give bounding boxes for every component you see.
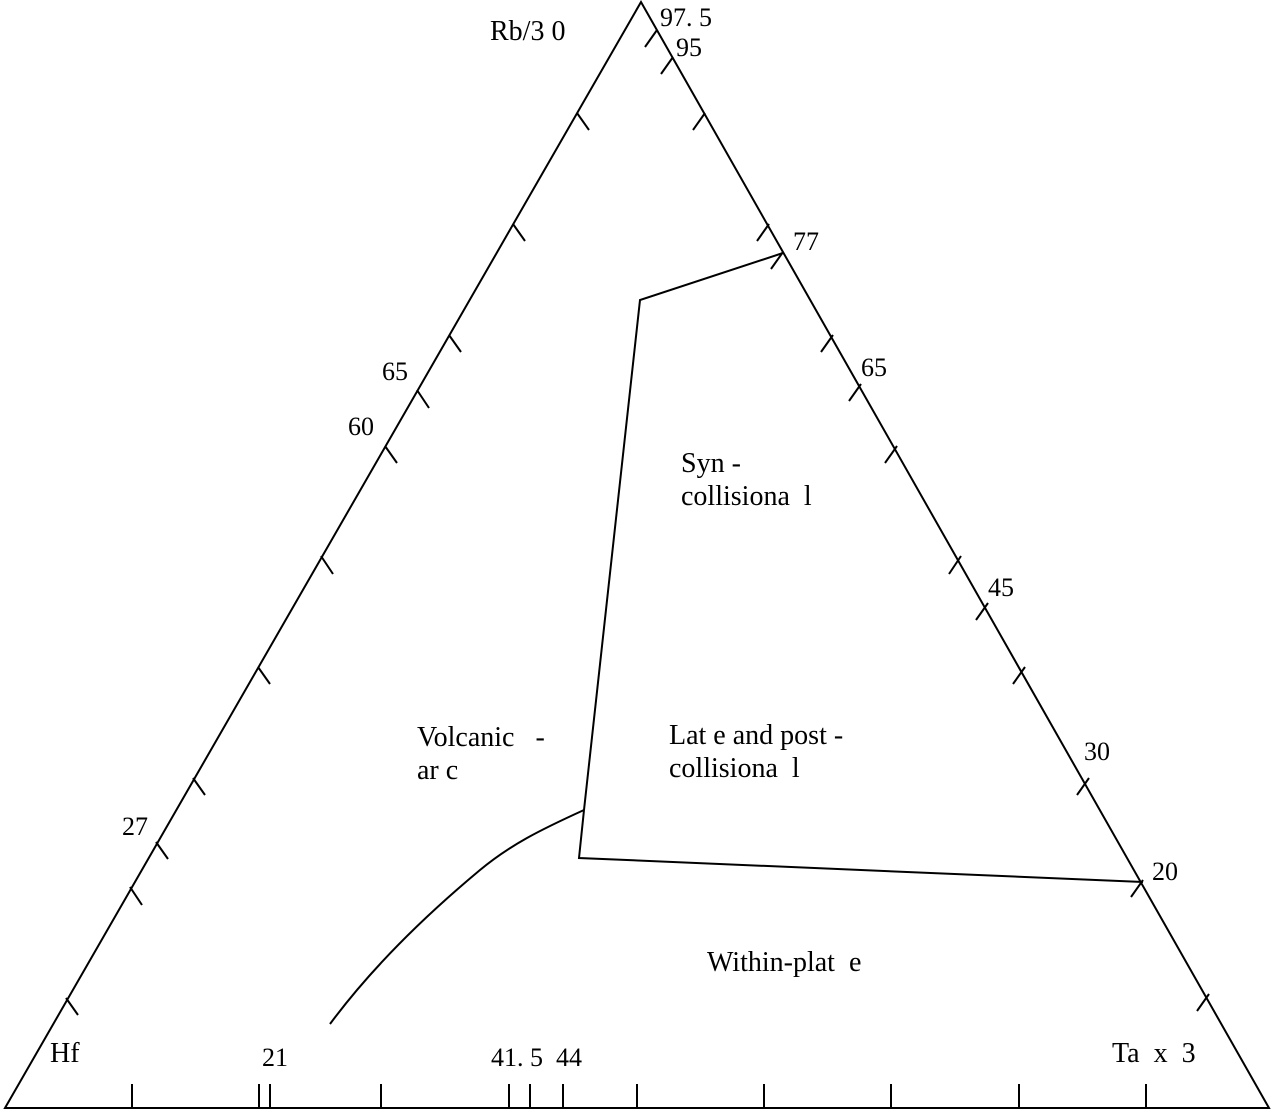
left-edge-ticks: [65, 112, 590, 1016]
syn-collisional-boundary: [583, 252, 784, 811]
bottom-label-21: 21: [262, 1043, 288, 1072]
right-edge-ticks: [644, 29, 1210, 1012]
right-label-30: 30: [1084, 737, 1110, 766]
field-syn-collisional-line1: Syn -: [681, 448, 741, 479]
field-late-post-line2: collisiona l: [669, 753, 800, 784]
right-label-20: 20: [1152, 857, 1178, 886]
right-label-97-5: 97. 5: [660, 3, 712, 32]
field-volcanic-arc-line2: ar c: [417, 755, 458, 786]
right-label-77: 77: [793, 227, 819, 256]
vertex-label-left: Hf: [50, 1038, 80, 1069]
field-volcanic-arc-line1: Volcanic -: [417, 722, 545, 753]
triangle-frame: [3, 0, 1271, 1109]
field-late-post-line1: Lat e and post -: [669, 720, 843, 751]
left-label-60: 60: [348, 412, 374, 441]
left-label-27: 27: [122, 812, 148, 841]
field-within-plate: Within-plat e: [707, 947, 861, 978]
right-label-65: 65: [861, 353, 887, 382]
bottom-label-44: 44: [556, 1043, 582, 1072]
left-label-65: 65: [382, 357, 408, 386]
right-label-45: 45: [988, 573, 1014, 602]
vertex-label-right: Ta x 3: [1112, 1038, 1196, 1069]
volcanic-withinplate-boundary: [329, 809, 585, 1025]
vertex-label-top: Rb/3 0: [490, 16, 565, 47]
right-label-95: 95: [676, 33, 702, 62]
late-post-boundary: [577, 809, 1144, 883]
bottom-label-41-5: 41. 5: [491, 1043, 543, 1072]
field-syn-collisional-line2: collisiona l: [681, 481, 812, 512]
bottom-edge-ticks: [131, 1084, 1147, 1108]
